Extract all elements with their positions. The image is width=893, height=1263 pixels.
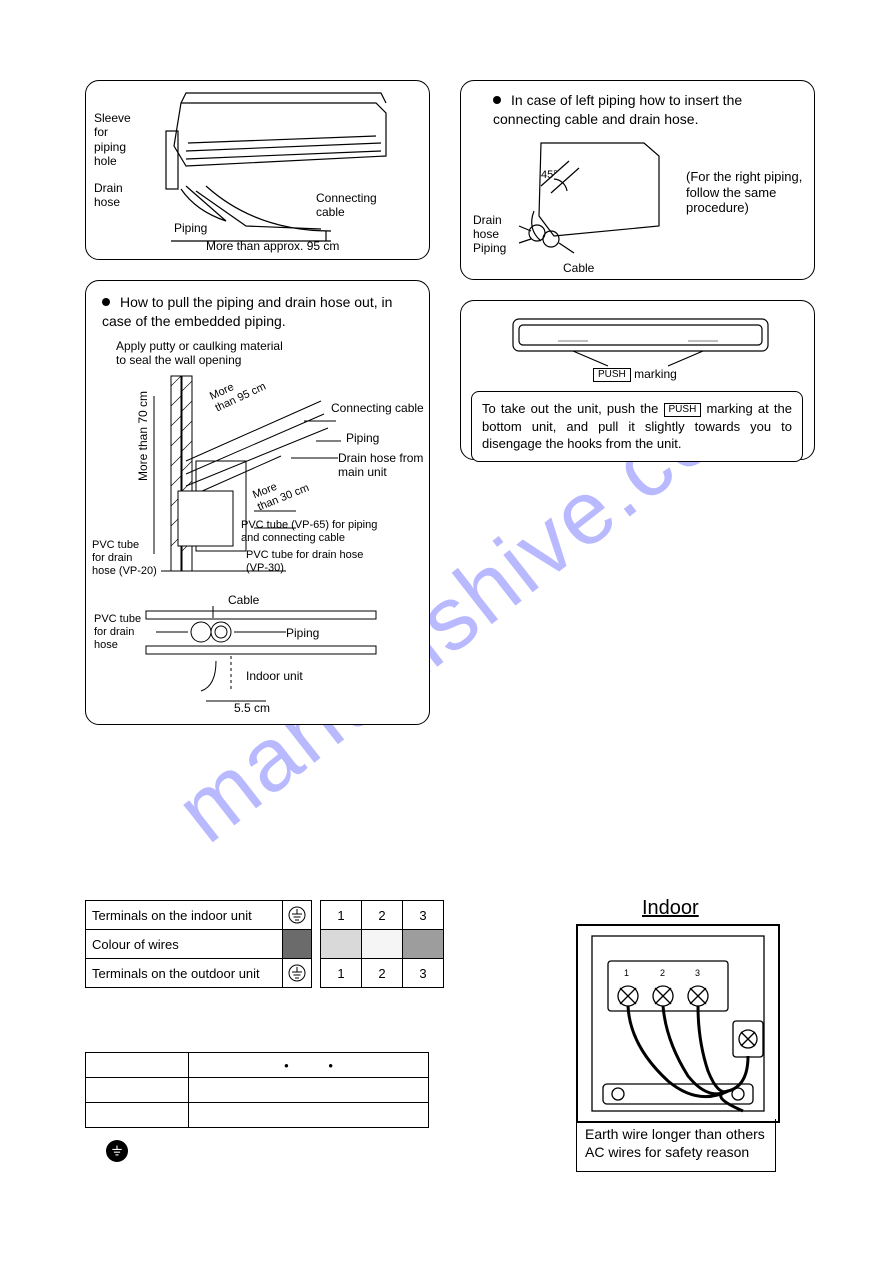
cell-colour-label: Colour of wires xyxy=(86,930,283,959)
svg-text:1: 1 xyxy=(624,968,629,978)
unit-bottom-illustration xyxy=(473,311,803,371)
label-piping2: Piping xyxy=(346,431,379,445)
svg-text:3: 3 xyxy=(695,968,700,978)
label-5.5cm: 5.5 cm xyxy=(234,701,270,715)
label-indoor-unit: Indoor unit xyxy=(246,669,303,683)
panel-piping-overview: Sleeve for piping hole Drain hose Piping… xyxy=(85,80,430,260)
left-piping-illustration xyxy=(479,131,679,261)
label-right-piping-note: (For the right piping, follow the same p… xyxy=(686,169,806,216)
cell-num: 1 xyxy=(321,959,362,988)
blank-spec-table: • • xyxy=(85,1052,429,1128)
label-connecting-cable2: Connecting cable xyxy=(331,401,424,415)
label-more-than-95: More than approx. 95 cm xyxy=(206,239,339,253)
indoor-heading: Indoor xyxy=(642,897,699,920)
label-pvc-drain: PVC tube for drain hose xyxy=(94,613,141,653)
push-instruction: To take out the unit, push the PUSH mark… xyxy=(471,391,803,462)
push-badge: PUSH xyxy=(593,368,631,382)
panel-left-piping: In case of left piping how to insert the… xyxy=(460,80,815,280)
bullet-icon xyxy=(493,96,501,104)
panel-push-marking: PUSH marking To take out the unit, push … xyxy=(460,300,815,460)
cell-num: 3 xyxy=(403,959,444,988)
wire-colour-cell xyxy=(321,930,362,959)
label-piping4: Piping xyxy=(473,241,506,255)
panel3-intro: In case of left piping how to insert the… xyxy=(493,91,793,129)
push-badge-inline: PUSH xyxy=(664,403,702,417)
cell-num: 1 xyxy=(321,901,362,930)
bullet-icon xyxy=(102,298,110,306)
label-pvc30: PVC tube for drain hose (VP-30) xyxy=(246,549,363,575)
svg-text:2: 2 xyxy=(660,968,665,978)
label-drain-main: Drain hose from main unit xyxy=(338,451,423,480)
label-pvc20: PVC tube for drain hose (VP-20) xyxy=(92,539,157,579)
earth-icon xyxy=(110,1144,124,1158)
dot-icon: • xyxy=(284,1058,289,1073)
cell-indoor-label: Terminals on the indoor unit xyxy=(86,901,283,930)
wire-colour-cell xyxy=(362,930,403,959)
table-row: Terminals on the indoor unit 1 2 3 xyxy=(86,901,444,930)
label-45deg: 45° xyxy=(541,169,558,182)
label-push-marking: PUSH marking xyxy=(593,367,677,382)
label-more70: More than 70 cm xyxy=(136,391,150,481)
table-row: • • xyxy=(86,1053,429,1078)
label-apply-putty: Apply putty or caulking material to seal… xyxy=(116,339,283,368)
dot-icon: • xyxy=(328,1058,333,1073)
label-sleeve: Sleeve for piping hole xyxy=(94,111,131,169)
earth-icon-cell xyxy=(283,959,312,988)
label-pvc65: PVC tube (VP-65) for piping and connecti… xyxy=(241,519,377,545)
label-piping3: Piping xyxy=(286,626,319,640)
table-row xyxy=(86,1103,429,1128)
earth-symbol-black xyxy=(106,1140,128,1162)
wire-colour-cell xyxy=(403,930,444,959)
earth-icon xyxy=(288,964,306,982)
indoor-caption: Earth wire longer than others AC wires f… xyxy=(576,1119,776,1172)
wire-colour-cell xyxy=(283,930,312,959)
indoor-terminal-diagram: 1 2 3 xyxy=(576,924,780,1123)
cell-num: 2 xyxy=(362,959,403,988)
label-drain-hose3: Drain hose xyxy=(473,213,502,242)
panel-embedded-piping: How to pull the piping and drain hose ou… xyxy=(85,280,430,725)
label-cable3: Cable xyxy=(563,261,594,275)
cell-num: 2 xyxy=(362,901,403,930)
earth-icon-cell xyxy=(283,901,312,930)
label-cable: Cable xyxy=(228,593,259,607)
terminal-block-illustration: 1 2 3 xyxy=(578,926,778,1121)
terminals-table: Terminals on the indoor unit 1 2 3 Colou… xyxy=(85,900,444,988)
earth-icon xyxy=(288,906,306,924)
panel2-intro: How to pull the piping and drain hose ou… xyxy=(102,293,412,331)
label-drain-hose: Drain hose xyxy=(94,181,123,210)
table-row: Terminals on the outdoor unit 1 2 3 xyxy=(86,959,444,988)
cell-num: 3 xyxy=(403,901,444,930)
label-piping: Piping xyxy=(174,221,207,235)
table-row: Colour of wires xyxy=(86,930,444,959)
cell-outdoor-label: Terminals on the outdoor unit xyxy=(86,959,283,988)
ac-unit-illustration xyxy=(86,81,431,261)
table-row xyxy=(86,1078,429,1103)
label-connecting-cable: Connecting cable xyxy=(316,191,377,220)
